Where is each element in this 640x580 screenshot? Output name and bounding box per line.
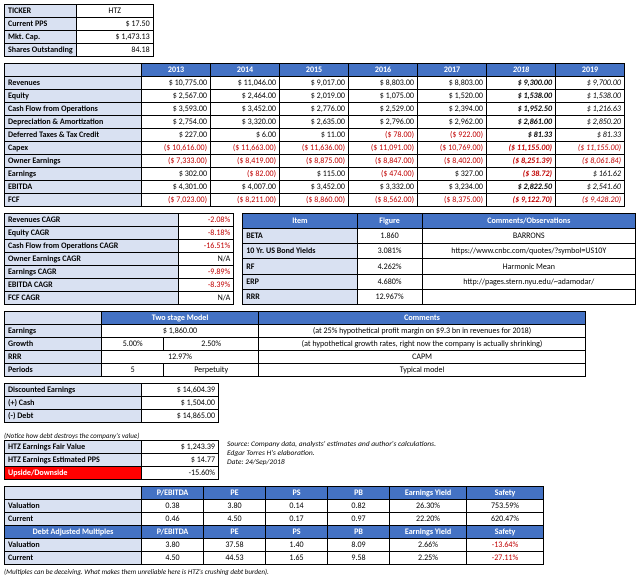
source-block: Source: Company data, analysts' estimate… [227,440,436,467]
multiples-table: P/EBITDAPEPSPBEarnings YieldSafetyValuat… [4,486,544,565]
pps-val: $ 17.50 [76,18,153,31]
debt-note: (Notice how debt destroys the company's … [4,429,636,440]
src2: Edgar Torres H's elaboration. [227,449,436,458]
src3: Date: 24/Sep/2018 [227,458,436,467]
mktcap-val: $ 1,473.13 [76,31,153,44]
disc-val: $ 14,604.39 [142,384,219,397]
disc-lbl: Discounted Earnings [5,384,142,397]
debt-val: $ 14,865.00 [142,410,219,423]
src1: Source: Company data, analysts' estimate… [227,440,436,449]
cash-lbl: (+) Cash [5,397,142,410]
eps-lbl: HTZ Earnings Estimated PPS [5,454,142,467]
valuation-output-table: HTZ Earnings Fair Value$ 1,243.39 HTZ Ea… [4,440,219,480]
assumptions-table: ItemFigureComments/ObservationsBETA1.860… [242,213,636,305]
ud-lbl: Upside/Downside [5,467,142,480]
fv-lbl: HTZ Earnings Fair Value [5,441,142,454]
summary-table: TICKERHTZ Current PPS$ 17.50 Mkt. Cap.$ … [4,4,154,57]
pps-lbl: Current PPS [5,18,77,31]
ticker-val: HTZ [76,5,153,18]
cash-val: $ 1,504.00 [142,397,219,410]
shares-val: 84.18 [76,44,153,57]
cagr-table: Revenues CAGR-2.08%Equity CAGR-8.18%Cash… [4,213,234,305]
mktcap-lbl: Mkt. Cap. [5,31,77,44]
two-stage-model-table: Two stage ModelCommentsEarnings$ 1,860.0… [4,311,586,377]
mult-note: (Multiples can be deceiving. What makes … [4,565,636,576]
model-output-table: Discounted Earnings$ 14,604.39 (+) Cash$… [4,383,219,423]
fv-val: $ 1,243.39 [142,441,219,454]
ticker-lbl: TICKER [5,5,77,18]
debt-lbl: (-) Debt [5,410,142,423]
financials-table: 2013201420152016201720182019Revenues$ 10… [4,63,625,207]
ud-val: -15.60% [142,467,219,480]
shares-lbl: Shares Outstanding [5,44,77,57]
eps-val: $ 14.77 [142,454,219,467]
